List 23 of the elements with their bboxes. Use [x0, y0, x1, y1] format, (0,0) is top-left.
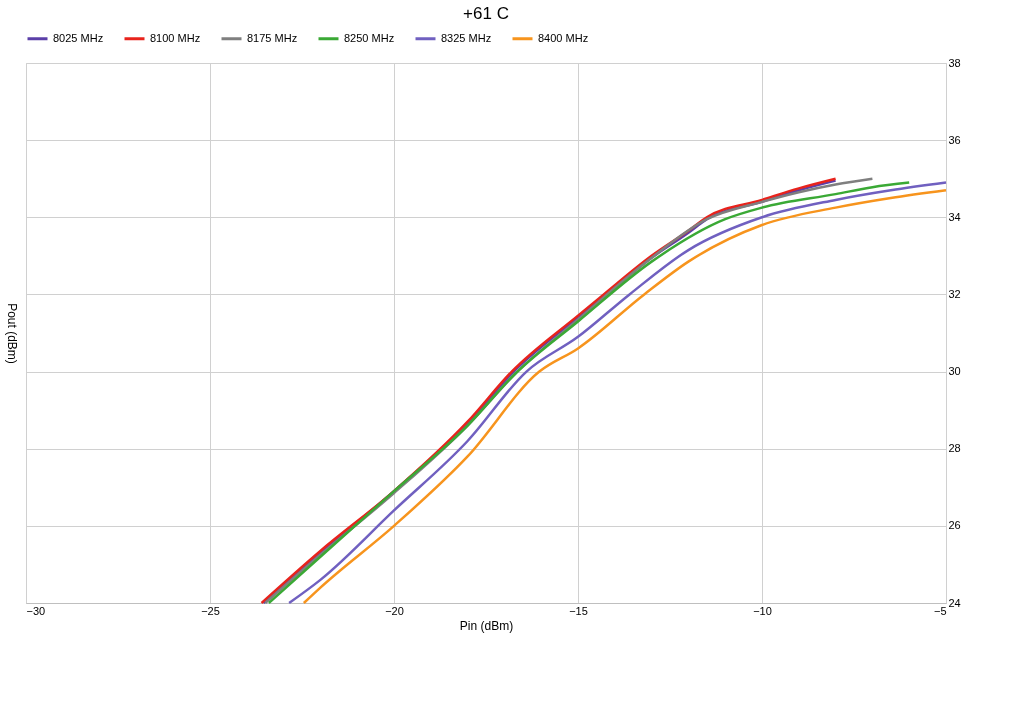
y-tick-label: 30: [948, 365, 961, 378]
legend-label: 8250 MHz: [344, 31, 395, 44]
x-axis-title: Pin (dBm): [459, 618, 514, 633]
x-tick-label: −20: [385, 604, 404, 617]
legend-label: 8325 MHz: [441, 31, 492, 44]
y-tick-label: 34: [948, 210, 961, 223]
y-tick-label: 38: [948, 56, 961, 69]
chart-title: +61 C: [463, 4, 509, 23]
y-tick-label: 36: [948, 133, 961, 146]
x-tick-label: −15: [569, 604, 588, 617]
x-tick-label: −10: [753, 604, 772, 617]
legend-label: 8175 MHz: [247, 31, 298, 44]
legend-label: 8025 MHz: [53, 31, 104, 44]
y-tick-label: 28: [948, 442, 961, 455]
legend-label: 8400 MHz: [538, 31, 589, 44]
x-tick-label: −5: [933, 604, 947, 617]
x-tick-label: −25: [201, 604, 220, 617]
y-tick-label: 26: [948, 519, 961, 532]
y-tick-label: 24: [948, 596, 961, 609]
y-axis-title: Pout (dBm): [4, 303, 19, 364]
legend-label: 8100 MHz: [150, 31, 201, 44]
y-tick-label: 32: [948, 287, 961, 300]
x-tick-label: −30: [26, 604, 46, 617]
